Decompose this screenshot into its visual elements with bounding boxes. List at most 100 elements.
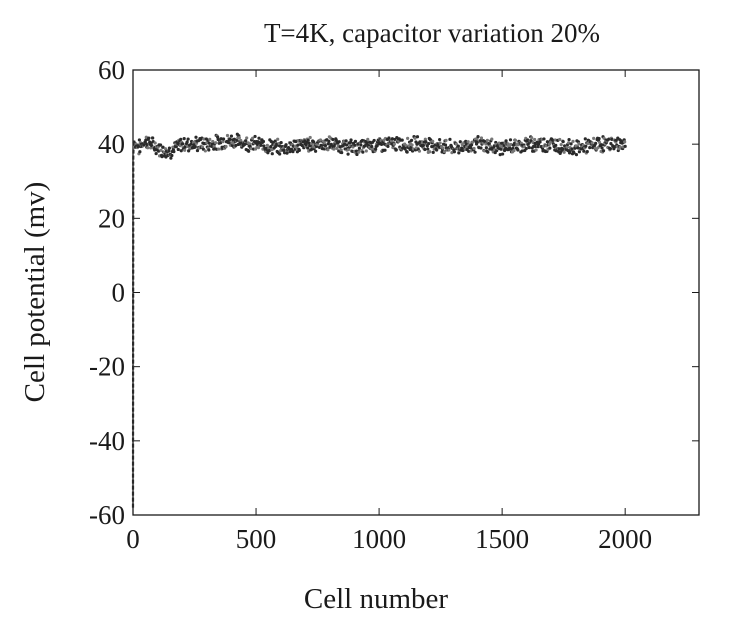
data-point — [501, 152, 505, 156]
data-point — [332, 147, 336, 151]
data-point — [182, 137, 186, 141]
data-point — [257, 136, 261, 140]
y-axis-label: Cell potential (mv) — [19, 182, 51, 403]
data-point — [594, 141, 598, 145]
data-point — [349, 138, 353, 142]
data-point — [527, 145, 531, 150]
data-point — [596, 146, 600, 150]
data-point — [193, 145, 198, 149]
data-point — [431, 150, 435, 154]
data-point — [502, 143, 506, 147]
data-point — [208, 137, 212, 141]
data-point — [207, 148, 211, 152]
data-point — [607, 137, 611, 141]
data-point — [308, 135, 312, 140]
data-point — [179, 137, 183, 141]
data-point — [559, 142, 563, 147]
data-point — [479, 146, 483, 150]
data-point — [144, 135, 148, 139]
data-point — [365, 141, 369, 145]
data-point — [287, 147, 291, 151]
data-point — [458, 140, 462, 144]
data-point — [394, 148, 398, 152]
data-point — [357, 146, 361, 150]
data-point — [554, 143, 558, 148]
data-point — [374, 147, 378, 151]
data-point — [567, 137, 571, 142]
data-point — [392, 142, 396, 146]
data-point — [136, 144, 141, 149]
data-point — [176, 147, 180, 152]
x-axis-label: Cell number — [304, 583, 449, 615]
data-point — [353, 139, 358, 143]
data-point — [154, 151, 158, 156]
data-point — [490, 137, 494, 141]
data-point — [228, 137, 232, 141]
data-point — [482, 149, 487, 153]
data-point — [284, 143, 288, 147]
data-point — [428, 150, 432, 154]
data-point — [156, 149, 161, 153]
y-tick-label: 20 — [98, 203, 125, 233]
data-point — [212, 144, 216, 148]
data-point — [563, 144, 567, 148]
data-point — [454, 142, 458, 146]
data-point — [504, 139, 508, 143]
data-point — [452, 150, 456, 154]
data-point — [248, 142, 252, 146]
data-point — [623, 140, 627, 144]
data-point — [244, 139, 248, 143]
data-point — [203, 149, 207, 153]
data-point — [202, 137, 206, 141]
data-point — [538, 140, 542, 144]
data-point — [370, 144, 374, 149]
data-point — [409, 145, 413, 150]
data-point — [524, 147, 528, 151]
data-point — [225, 133, 230, 138]
data-point — [585, 149, 589, 154]
data-point — [306, 146, 310, 150]
data-point — [216, 135, 220, 139]
data-point — [221, 139, 225, 144]
data-point — [486, 150, 490, 154]
y-tick-label: -20 — [89, 352, 125, 382]
data-point — [582, 149, 586, 153]
x-tick-label: 500 — [236, 524, 277, 554]
data-point — [335, 146, 339, 150]
data-point — [304, 143, 308, 147]
data-point — [572, 151, 576, 155]
y-tick-label: 60 — [98, 55, 125, 85]
data-point — [409, 138, 414, 142]
data-point — [567, 151, 572, 155]
data-point — [542, 137, 546, 141]
data-point — [473, 150, 477, 154]
data-point — [243, 142, 247, 146]
data-point — [584, 144, 588, 148]
data-point — [467, 149, 471, 153]
data-point — [355, 152, 359, 157]
data-point — [153, 141, 157, 145]
data-point — [137, 138, 141, 142]
data-point — [167, 149, 171, 153]
data-point — [530, 136, 534, 140]
data-point — [219, 141, 223, 145]
data-points — [131, 132, 627, 508]
chart-title: T=4K, capacitor variation 20% — [264, 18, 600, 48]
data-point — [509, 142, 513, 147]
data-point — [183, 148, 187, 152]
data-point — [600, 146, 604, 150]
data-point — [163, 147, 168, 151]
data-point — [344, 139, 348, 143]
data-point — [327, 139, 331, 144]
y-tick-label: 0 — [112, 278, 126, 308]
data-point — [533, 137, 537, 142]
data-point — [326, 148, 330, 152]
data-point — [278, 152, 282, 156]
data-point — [247, 149, 251, 153]
data-point — [229, 134, 234, 138]
data-point — [469, 146, 473, 150]
data-point — [427, 141, 431, 146]
data-point — [558, 137, 562, 142]
x-tick-label: 1000 — [352, 524, 406, 554]
data-point — [221, 137, 226, 141]
